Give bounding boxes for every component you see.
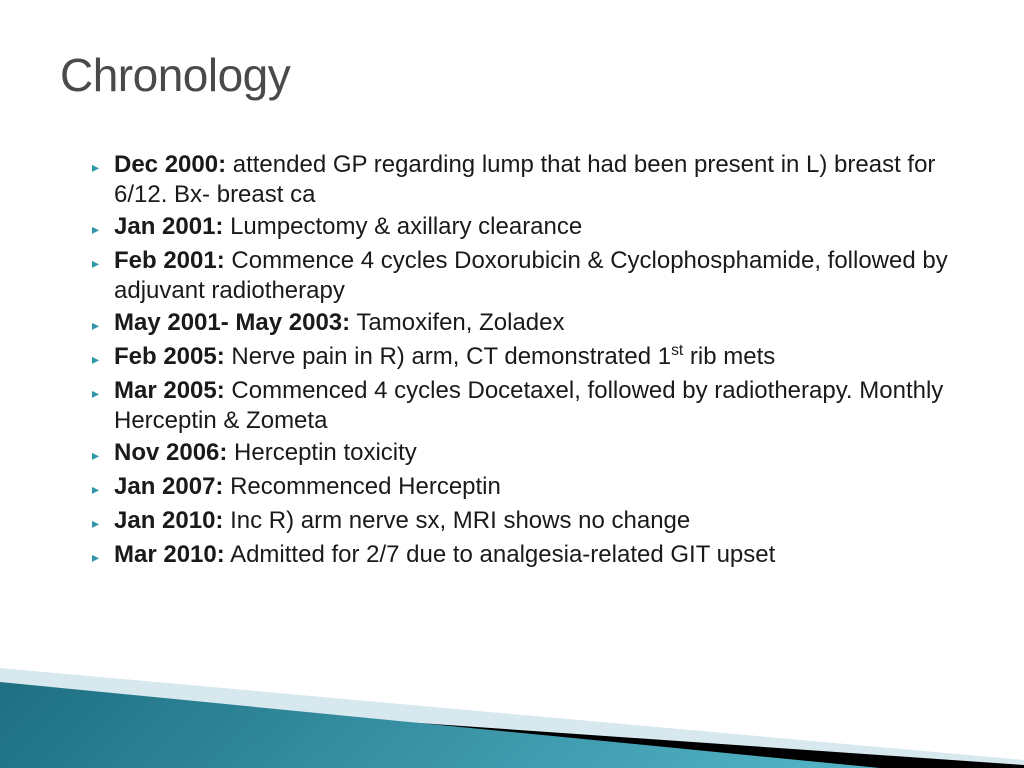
list-item: ▸Mar 2005: Commenced 4 cycles Docetaxel,… xyxy=(92,376,964,436)
bullet-icon: ▸ xyxy=(92,472,114,504)
list-item: ▸Jan 2001: Lumpectomy & axillary clearan… xyxy=(92,212,964,244)
decor-teal-triangle xyxy=(0,682,880,768)
list-item-text: Jan 2010: Inc R) arm nerve sx, MRI shows… xyxy=(114,506,964,536)
bullet-icon: ▸ xyxy=(92,506,114,538)
slide-title: Chronology xyxy=(60,48,290,102)
list-item-text: Jan 2007: Recommenced Herceptin xyxy=(114,472,964,502)
bullet-icon: ▸ xyxy=(92,540,114,572)
list-item: ▸Jan 2010: Inc R) arm nerve sx, MRI show… xyxy=(92,506,964,538)
bullet-icon: ▸ xyxy=(92,438,114,470)
list-item: ▸Feb 2001: Commence 4 cycles Doxorubicin… xyxy=(92,246,964,306)
slide: Chronology ▸Dec 2000: attended GP regard… xyxy=(0,0,1024,768)
bullet-icon: ▸ xyxy=(92,342,114,374)
bullet-icon: ▸ xyxy=(92,212,114,244)
list-item-text: May 2001- May 2003: Tamoxifen, Zoladex xyxy=(114,308,964,338)
decor-pale-triangle xyxy=(0,668,1024,768)
decor-black-triangle xyxy=(0,694,1024,768)
bullet-list: ▸Dec 2000: attended GP regarding lump th… xyxy=(92,150,964,574)
list-item-text: Feb 2001: Commence 4 cycles Doxorubicin … xyxy=(114,246,964,306)
bullet-icon: ▸ xyxy=(92,150,114,182)
corner-decoration xyxy=(0,658,1024,768)
list-item-text: Dec 2000: attended GP regarding lump tha… xyxy=(114,150,964,210)
list-item: ▸Nov 2006: Herceptin toxicity xyxy=(92,438,964,470)
list-item-text: Mar 2010: Admitted for 2/7 due to analge… xyxy=(114,540,964,570)
list-item-text: Mar 2005: Commenced 4 cycles Docetaxel, … xyxy=(114,376,964,436)
bullet-icon: ▸ xyxy=(92,246,114,278)
list-item: ▸Feb 2005: Nerve pain in R) arm, CT demo… xyxy=(92,342,964,374)
list-item-text: Jan 2001: Lumpectomy & axillary clearanc… xyxy=(114,212,964,242)
list-item: ▸May 2001- May 2003: Tamoxifen, Zoladex xyxy=(92,308,964,340)
bullet-icon: ▸ xyxy=(92,376,114,408)
list-item: ▸Jan 2007: Recommenced Herceptin xyxy=(92,472,964,504)
list-item-text: Nov 2006: Herceptin toxicity xyxy=(114,438,964,468)
list-item: ▸Dec 2000: attended GP regarding lump th… xyxy=(92,150,964,210)
list-item: ▸Mar 2010: Admitted for 2/7 due to analg… xyxy=(92,540,964,572)
list-item-text: Feb 2005: Nerve pain in R) arm, CT demon… xyxy=(114,342,964,372)
bullet-icon: ▸ xyxy=(92,308,114,340)
